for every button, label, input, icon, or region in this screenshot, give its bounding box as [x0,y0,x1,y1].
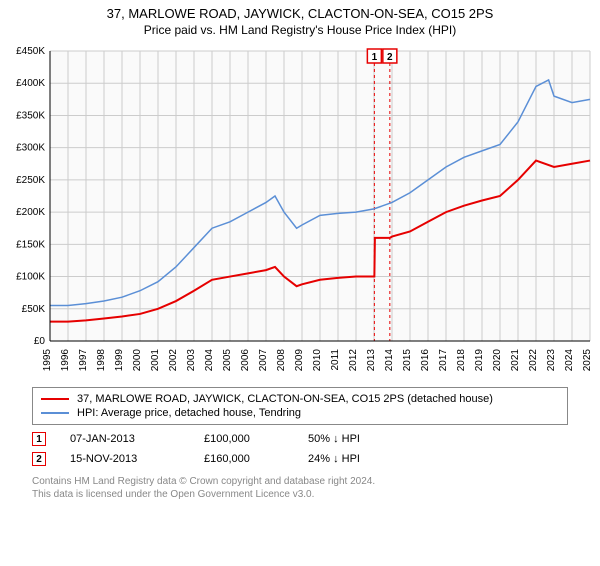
legend-swatch [41,412,69,414]
footnote-line: This data is licensed under the Open Gov… [32,488,568,501]
svg-text:2016: 2016 [420,349,431,372]
marker-date: 07-JAN-2013 [70,433,180,445]
svg-text:2022: 2022 [528,349,539,372]
marker-table: 1 07-JAN-2013 £100,000 50% ↓ HPI 2 15-NOV-201… [32,429,568,469]
svg-text:£100K: £100K [16,272,45,283]
svg-text:2019: 2019 [474,349,485,372]
svg-text:2015: 2015 [402,349,413,372]
svg-text:2004: 2004 [204,349,215,372]
legend-label: HPI: Average price, detached house, Tend… [77,407,301,419]
svg-text:£450K: £450K [16,46,45,57]
svg-text:£250K: £250K [16,175,45,186]
price-chart: £0 £50K £100K £150K £200K £250K £300K £350K £400… [0,41,600,381]
svg-text:2008: 2008 [276,349,287,372]
marker-row: 1 07-JAN-2013 £100,000 50% ↓ HPI [32,429,568,449]
marker-pct: 24% ↓ HPI [308,453,418,465]
marker-price: £160,000 [204,453,284,465]
svg-text:2005: 2005 [222,349,233,372]
footnote: Contains HM Land Registry data © Crown c… [32,475,568,501]
svg-text:£350K: £350K [16,110,45,121]
svg-text:£200K: £200K [16,207,45,218]
svg-text:2012: 2012 [348,349,359,372]
svg-text:2007: 2007 [258,349,269,372]
svg-text:£400K: £400K [16,78,45,89]
svg-text:2020: 2020 [492,349,503,372]
svg-text:2024: 2024 [564,349,575,372]
svg-text:2014: 2014 [384,349,395,372]
svg-text:£150K: £150K [16,239,45,250]
marker-number-box: 1 [32,432,46,446]
legend-swatch [41,398,69,400]
chart-container: £0 £50K £100K £150K £200K £250K £300K £350K £400… [0,41,600,381]
svg-text:2025: 2025 [582,349,593,372]
svg-text:1: 1 [372,52,378,63]
svg-text:2003: 2003 [186,349,197,372]
svg-text:1996: 1996 [60,349,71,372]
svg-text:2017: 2017 [438,349,449,372]
svg-text:1997: 1997 [78,349,89,372]
svg-text:2013: 2013 [366,349,377,372]
svg-text:£50K: £50K [22,304,46,315]
svg-text:2006: 2006 [240,349,251,372]
legend-label: 37, MARLOWE ROAD, JAYWICK, CLACTON-ON-SE… [77,393,493,405]
svg-text:2000: 2000 [132,349,143,372]
marker-row: 2 15-NOV-2013 £160,000 24% ↓ HPI [32,449,568,469]
svg-text:2009: 2009 [294,349,305,372]
svg-text:1999: 1999 [114,349,125,372]
page-title: 37, MARLOWE ROAD, JAYWICK, CLACTON-ON-SE… [0,6,600,21]
svg-text:2: 2 [387,52,393,63]
svg-text:2001: 2001 [150,349,161,372]
svg-text:2018: 2018 [456,349,467,372]
marker-number-box: 2 [32,452,46,466]
legend-row: HPI: Average price, detached house, Tend… [41,406,559,420]
svg-text:2011: 2011 [330,349,341,371]
svg-text:2002: 2002 [168,349,179,372]
page-subtitle: Price paid vs. HM Land Registry's House … [0,23,600,37]
footnote-line: Contains HM Land Registry data © Crown c… [32,475,568,488]
svg-text:£300K: £300K [16,143,45,154]
legend-row: 37, MARLOWE ROAD, JAYWICK, CLACTON-ON-SE… [41,392,559,406]
svg-text:2021: 2021 [510,349,521,372]
marker-price: £100,000 [204,433,284,445]
svg-text:£0: £0 [34,336,46,347]
svg-text:1998: 1998 [96,349,107,372]
marker-pct: 50% ↓ HPI [308,433,418,445]
svg-text:2023: 2023 [546,349,557,372]
marker-date: 15-NOV-2013 [70,453,180,465]
legend: 37, MARLOWE ROAD, JAYWICK, CLACTON-ON-SE… [32,387,568,425]
svg-text:1995: 1995 [42,349,53,372]
svg-text:2010: 2010 [312,349,323,372]
